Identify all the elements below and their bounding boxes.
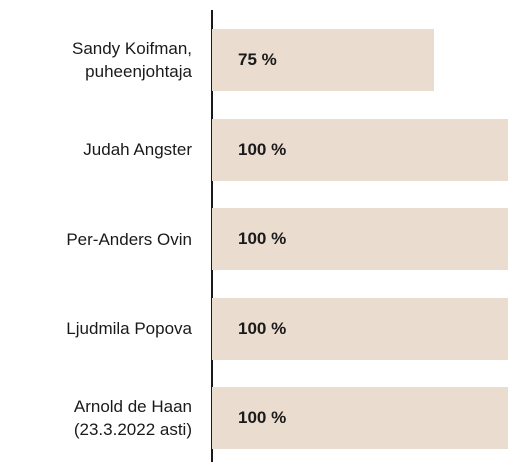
category-text: Ljudmila Popova: [66, 319, 192, 338]
category-label: Ljudmila Popova: [7, 298, 192, 360]
bar: [212, 118, 508, 181]
category-text: Judah Angster: [83, 140, 192, 159]
bar: [212, 29, 434, 91]
bar: [212, 387, 508, 449]
value-label: 75 %: [238, 50, 277, 69]
value-label: 100 %: [238, 408, 287, 427]
value-label: 100 %: [238, 318, 287, 338]
value-label: 100 %: [238, 139, 287, 159]
category-label: Sandy Koifman, puheenjohtaja: [7, 29, 192, 91]
category-label: Arnold de Haan (23.3.2022 asti): [7, 387, 192, 449]
category-text: Sandy Koifman, puheenjohtaja: [71, 39, 192, 81]
value-label: 100 %: [238, 229, 287, 248]
category-label: Per-Anders Ovin: [7, 208, 192, 270]
category-label: Judah Angster: [7, 119, 192, 181]
bar: [212, 297, 508, 360]
bar: [212, 208, 508, 270]
category-text: Arnold de Haan (23.3.2022 asti): [73, 397, 192, 439]
category-text: Per-Anders Ovin: [66, 229, 192, 249]
